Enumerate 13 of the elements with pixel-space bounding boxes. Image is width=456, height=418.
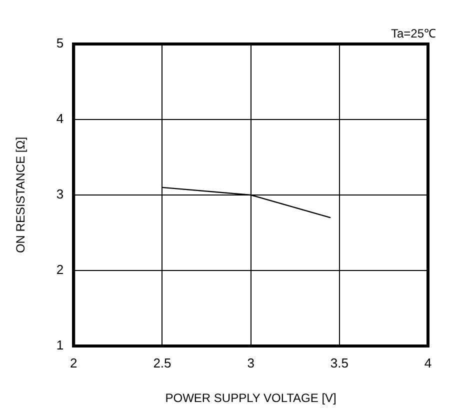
y-axis-title: ON RESISTANCE [Ω] [14, 136, 28, 254]
x-tick-label: 3.5 [330, 355, 348, 370]
x-tick-label: 2 [70, 355, 78, 370]
x-axis-title: POWER SUPPLY VOLTAGE [V] [165, 391, 336, 406]
x-tick-label: 4 [424, 355, 432, 370]
y-tick-label: 5 [56, 36, 64, 51]
x-tick-label: 3 [247, 355, 254, 370]
text: Ta=25℃ [390, 26, 436, 40]
y-tick-label: 3 [56, 186, 64, 202]
y-tick-label: 1 [56, 338, 64, 353]
y-tick-label: 4 [56, 111, 64, 126]
x-tick-label: 2.5 [153, 355, 172, 370]
y-tick-label: 2 [56, 262, 64, 278]
